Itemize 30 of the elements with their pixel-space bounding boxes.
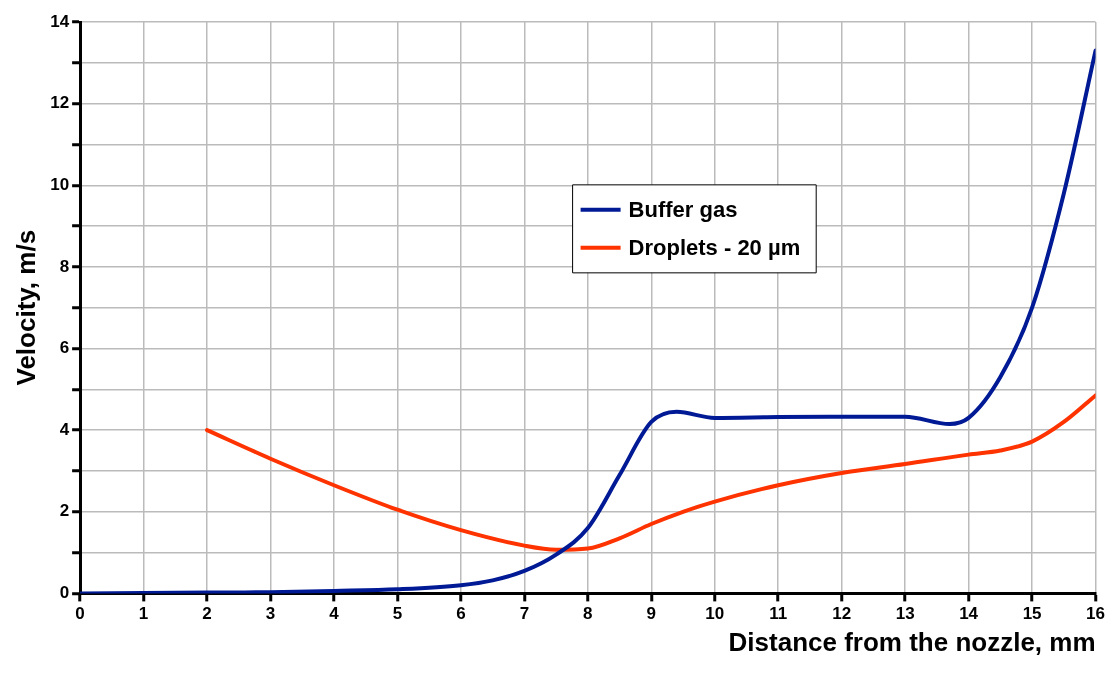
x-tick-label: 2 [202, 604, 212, 624]
y-axis-title: Velocity, m/s [10, 229, 41, 386]
line-series [205, 393, 1096, 552]
x-tick-label: 10 [705, 604, 725, 624]
y-tick-label: 6 [59, 338, 70, 358]
x-tick-label: 7 [519, 604, 530, 624]
x-tick-label: 1 [138, 604, 149, 624]
x-tick-label: 3 [265, 604, 276, 624]
legend-label: Droplets - 20 µm [628, 234, 801, 260]
x-tick-label: 15 [1022, 604, 1042, 624]
y-tick-label: 2 [59, 501, 70, 521]
x-tick-label: 0 [75, 604, 85, 624]
y-tick-label: 8 [59, 256, 70, 276]
legend-label: Buffer gas [628, 196, 738, 222]
y-tick-label: 0 [59, 583, 70, 603]
x-tick-label: 12 [832, 604, 852, 624]
x-tick-label: 5 [392, 604, 403, 624]
x-tick-label: 8 [583, 604, 593, 624]
x-axis-title: Distance from the nozzle, mm [728, 626, 1096, 657]
x-tick-label: 11 [769, 604, 788, 624]
y-tick-label: 10 [50, 174, 70, 194]
y-tick-label: 14 [50, 11, 70, 31]
x-tick-label: 9 [646, 604, 657, 624]
y-tick-label: 4 [59, 419, 70, 439]
x-tick-label: 6 [456, 604, 466, 624]
x-tick-label: 16 [1086, 604, 1106, 624]
x-tick-label: 13 [895, 604, 915, 624]
y-tick-label: 12 [50, 93, 70, 113]
x-tick-label: 4 [329, 604, 340, 624]
x-tick-label: 14 [959, 604, 979, 624]
